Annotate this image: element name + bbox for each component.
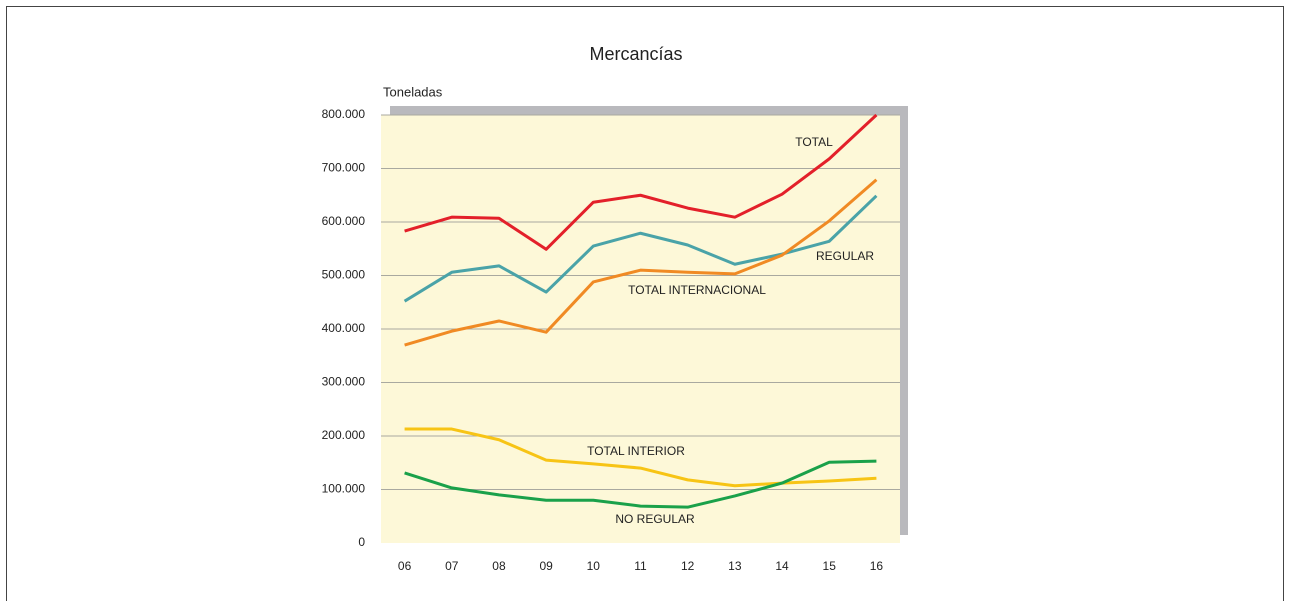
y-axis-label: Toneladas — [383, 84, 443, 99]
series-label: REGULAR — [816, 249, 874, 263]
series-label: TOTAL INTERIOR — [587, 444, 685, 458]
x-tick-label: 09 — [539, 559, 553, 573]
x-tick-label: 13 — [728, 559, 742, 573]
x-tick-label: 14 — [775, 559, 789, 573]
y-tick-label: 0 — [358, 535, 365, 549]
y-tick-label: 300.000 — [322, 375, 366, 389]
y-tick-label: 100.000 — [322, 482, 366, 496]
x-tick-label: 06 — [398, 559, 412, 573]
y-tick-label: 500.000 — [322, 268, 366, 282]
x-tick-label: 07 — [445, 559, 459, 573]
x-tick-label: 12 — [681, 559, 695, 573]
y-tick-label: 400.000 — [322, 321, 366, 335]
series-label: TOTAL — [795, 135, 833, 149]
x-tick-label: 10 — [587, 559, 601, 573]
series-label: NO REGULAR — [615, 512, 695, 526]
series-line — [404, 178, 878, 347]
x-tick-label: 11 — [634, 559, 647, 573]
frame — [6, 6, 1284, 601]
series-line — [404, 459, 877, 509]
x-tick-label: 16 — [870, 559, 884, 573]
chart-title: Mercancías — [589, 44, 682, 64]
series-line — [404, 427, 877, 488]
y-tick-label: 600.000 — [322, 214, 366, 228]
x-tick-label: 08 — [492, 559, 506, 573]
y-tick-label: 700.000 — [322, 161, 366, 175]
x-tick-label: 15 — [823, 559, 837, 573]
y-tick-label: 800.000 — [322, 107, 366, 121]
series-line — [403, 194, 878, 303]
series-line — [404, 113, 878, 251]
y-tick-label: 200.000 — [322, 428, 366, 442]
series-label: TOTAL INTERNACIONAL — [628, 283, 766, 297]
